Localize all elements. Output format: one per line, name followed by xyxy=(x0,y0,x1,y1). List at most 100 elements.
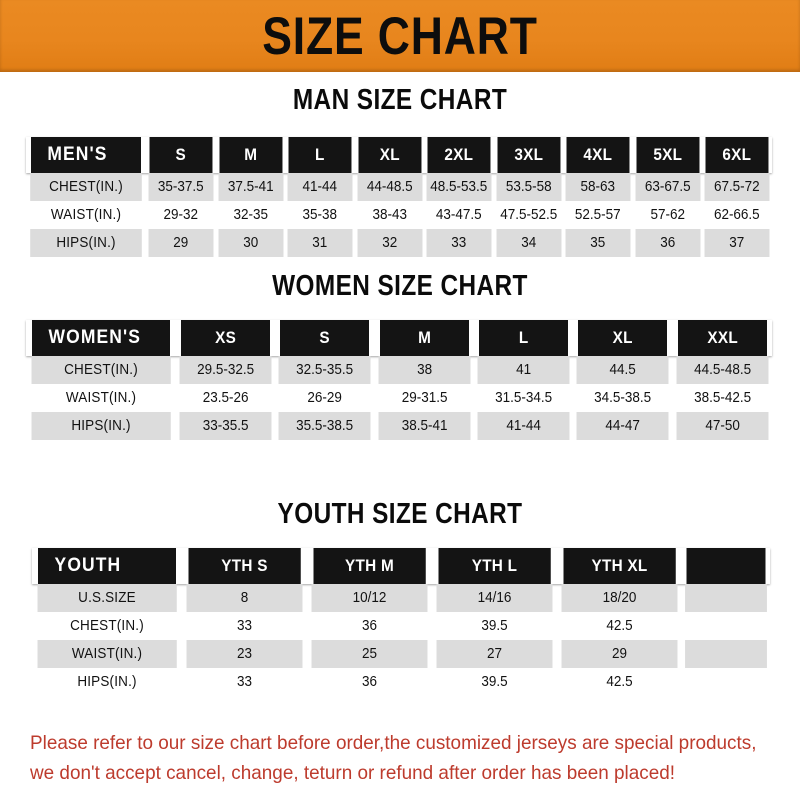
banner-title: SIZE CHART xyxy=(262,6,538,66)
men-measure-value: 35 xyxy=(565,229,631,257)
women-size-table: WOMEN'S XS S M L XL XXL CHEST(IN.) 29.5-32.5 32.… xyxy=(26,320,772,440)
table-row: U.S.SIZE 8 10/12 14/16 18/20 xyxy=(32,584,770,612)
man-table-head: MEN'S S M L XL 2XL 3XL 4XL 5XL 6XL xyxy=(26,137,772,173)
youth-table-body: U.S.SIZE 8 10/12 14/16 18/20 CHEST(IN.) 33 36 39… xyxy=(32,584,770,696)
youth-size-table-wrap: YOUTH YTH S YTH M YTH L YTH XL U.S.SIZE 8 10/1… xyxy=(32,548,770,696)
youth-measure-value: 10/12 xyxy=(311,584,428,612)
men-measure-value: 29 xyxy=(148,229,214,257)
men-measure-value: 32-35 xyxy=(217,201,283,229)
women-measure-value: 38.5-41 xyxy=(378,412,471,440)
disclaimer-line-2: we don't accept cancel, change, teturn o… xyxy=(30,762,676,784)
women-measure-value: 26-29 xyxy=(278,384,372,412)
man-size-table-wrap: MEN'S S M L XL 2XL 3XL 4XL 5XL 6XL CHEST(IN.) 35-3… xyxy=(26,137,772,257)
man-section-title: MAN SIZE CHART xyxy=(292,84,508,116)
youth-size-header-yth-l: YTH L xyxy=(438,548,551,584)
women-measure-value: 29-31.5 xyxy=(378,384,471,412)
youth-measure-value-spacer xyxy=(685,584,767,612)
women-row-label-header: WOMEN'S xyxy=(32,320,170,356)
women-size-header-s: S xyxy=(280,320,370,356)
women-measure-value: 29.5-32.5 xyxy=(179,356,272,384)
table-row: WAIST(IN.) 29-32 32-35 35-38 38-43 43-47.5 47.… xyxy=(26,201,772,229)
women-size-header-m: M xyxy=(379,320,470,356)
table-row: HIPS(IN.) 33 36 39.5 42.5 xyxy=(32,668,770,696)
youth-measure-value-spacer xyxy=(685,668,767,696)
men-measure-value: 32 xyxy=(357,229,422,257)
disclaimer-line-1: Please refer to our size chart before or… xyxy=(30,732,757,754)
youth-measure-value: 18/20 xyxy=(561,584,678,612)
men-measure-value: 43-47.5 xyxy=(426,201,492,229)
women-table-body: CHEST(IN.) 29.5-32.5 32.5-35.5 38 41 44.5 44.5… xyxy=(26,356,772,440)
youth-row-label-header: YOUTH xyxy=(38,548,176,584)
men-measure-value: 67.5-72 xyxy=(704,173,770,201)
men-measure-value: 63-67.5 xyxy=(635,173,700,201)
youth-measure-value: 25 xyxy=(311,640,428,668)
table-row: HIPS(IN.) 29 30 31 32 33 34 35 36 37 xyxy=(26,229,772,257)
women-size-header-xl: XL xyxy=(578,320,668,356)
men-measure-value: 30 xyxy=(217,229,283,257)
men-measure-value: 35-37.5 xyxy=(148,173,214,201)
table-row: WAIST(IN.) 23 25 27 29 xyxy=(32,640,770,668)
youth-size-header-yth-s: YTH S xyxy=(188,548,301,584)
men-measure-value: 48.5-53.5 xyxy=(426,173,492,201)
youth-size-table: YOUTH YTH S YTH M YTH L YTH XL U.S.SIZE 8 10/1… xyxy=(32,548,770,696)
women-measure-label: HIPS(IN.) xyxy=(31,412,171,440)
youth-measure-label: WAIST(IN.) xyxy=(37,640,177,668)
women-measure-value: 41-44 xyxy=(477,412,570,440)
women-size-header-xs: XS xyxy=(180,320,271,356)
women-measure-value: 38.5-42.5 xyxy=(676,384,769,412)
women-size-table-wrap: WOMEN'S XS S M L XL XXL CHEST(IN.) 29.5-32.5 32.… xyxy=(26,320,772,440)
women-measure-value: 31.5-34.5 xyxy=(477,384,570,412)
disclaimer: Please refer to our size chart before or… xyxy=(30,728,756,788)
youth-measure-value: 42.5 xyxy=(561,612,678,640)
women-measure-value: 38 xyxy=(378,356,471,384)
table-row: CHEST(IN.) 35-37.5 37.5-41 41-44 44-48.5 48.5… xyxy=(26,173,772,201)
women-measure-value: 33-35.5 xyxy=(179,412,272,440)
youth-measure-value: 27 xyxy=(436,640,553,668)
men-measure-value: 35-38 xyxy=(287,201,353,229)
youth-measure-value-spacer xyxy=(685,612,767,640)
youth-measure-value: 36 xyxy=(311,668,428,696)
youth-section-title: YOUTH SIZE CHART xyxy=(277,498,523,530)
youth-measure-value: 14/16 xyxy=(436,584,553,612)
youth-measure-label: U.S.SIZE xyxy=(37,584,177,612)
youth-measure-value: 33 xyxy=(186,668,303,696)
men-size-header-s: S xyxy=(149,137,213,173)
youth-table-head: YOUTH YTH S YTH M YTH L YTH XL xyxy=(32,548,770,584)
men-measure-value: 53.5-58 xyxy=(496,173,561,201)
youth-measure-label: HIPS(IN.) xyxy=(37,668,177,696)
men-measure-value: 31 xyxy=(287,229,353,257)
women-measure-value: 35.5-38.5 xyxy=(278,412,372,440)
man-header-row: MEN'S S M L XL 2XL 3XL 4XL 5XL 6XL xyxy=(26,137,772,173)
youth-measure-value: 42.5 xyxy=(561,668,678,696)
women-measure-value: 23.5-26 xyxy=(179,384,272,412)
youth-measure-value: 29 xyxy=(561,640,678,668)
men-row-label-header: MEN'S xyxy=(30,137,142,173)
youth-header-row: YOUTH YTH S YTH M YTH L YTH XL xyxy=(32,548,770,584)
youth-measure-value: 23 xyxy=(186,640,303,668)
youth-size-header-yth-xl: YTH XL xyxy=(563,548,676,584)
men-measure-value: 57-62 xyxy=(635,201,700,229)
women-measure-label: WAIST(IN.) xyxy=(31,384,171,412)
men-measure-value: 36 xyxy=(635,229,700,257)
youth-measure-value: 36 xyxy=(311,612,428,640)
table-row: HIPS(IN.) 33-35.5 35.5-38.5 38.5-41 41-44 44-… xyxy=(26,412,772,440)
women-measure-value: 44-47 xyxy=(576,412,670,440)
men-measure-value: 37.5-41 xyxy=(217,173,283,201)
youth-measure-value-spacer xyxy=(685,640,767,668)
men-size-header-5xl: 5XL xyxy=(636,137,699,173)
youth-size-header-spacer xyxy=(686,548,766,584)
women-measure-value: 41 xyxy=(477,356,570,384)
women-size-header-l: L xyxy=(478,320,569,356)
men-size-header-2xl: 2XL xyxy=(427,137,491,173)
men-measure-value: 44-48.5 xyxy=(357,173,422,201)
men-measure-label: WAIST(IN.) xyxy=(30,201,142,229)
youth-measure-label: CHEST(IN.) xyxy=(37,612,177,640)
men-size-header-l: L xyxy=(288,137,352,173)
banner: SIZE CHART xyxy=(0,0,800,72)
women-measure-value: 47-50 xyxy=(676,412,769,440)
men-size-header-6xl: 6XL xyxy=(705,137,769,173)
women-table-head: WOMEN'S XS S M L XL XXL xyxy=(26,320,772,356)
youth-measure-value: 39.5 xyxy=(436,612,553,640)
women-measure-value: 34.5-38.5 xyxy=(576,384,670,412)
